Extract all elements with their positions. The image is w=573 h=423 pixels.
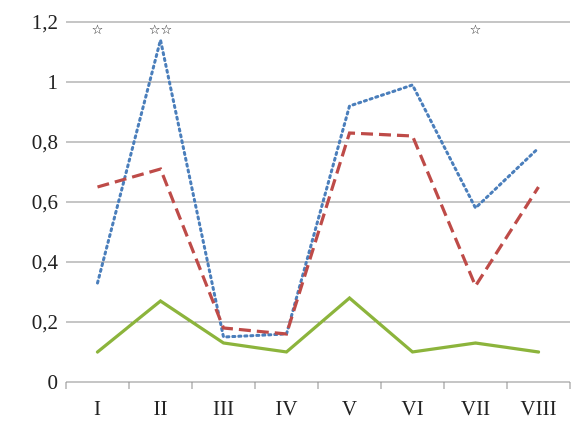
y-tick-label: 0,4 bbox=[32, 250, 59, 274]
series-line-2 bbox=[97, 131, 540, 336]
x-tick-label: VI bbox=[401, 396, 423, 420]
y-tick-label: 1,2 bbox=[32, 10, 58, 34]
x-tick-label: VIII bbox=[520, 396, 556, 420]
significance-marker: ☆ bbox=[92, 23, 104, 38]
x-tick-label: I bbox=[94, 396, 101, 420]
axes bbox=[65, 381, 571, 389]
y-tick-label: 0 bbox=[48, 370, 59, 394]
x-tick-label: III bbox=[213, 396, 234, 420]
y-tick-label: 0,6 bbox=[32, 190, 58, 214]
y-tick-label: 0,2 bbox=[32, 310, 58, 334]
series-line-3 bbox=[95, 295, 541, 354]
x-tick-label: VII bbox=[461, 396, 490, 420]
x-tick-label: II bbox=[154, 396, 168, 420]
significance-marker: ☆☆ bbox=[149, 23, 172, 38]
significance-marker: ☆ bbox=[470, 23, 482, 38]
gridlines bbox=[66, 21, 570, 323]
x-tick-label: V bbox=[342, 396, 357, 420]
series-line-1 bbox=[96, 39, 540, 339]
significance-markers: ☆ ☆☆ ☆ bbox=[92, 23, 482, 38]
y-tick-label: 0,8 bbox=[32, 130, 58, 154]
x-tick-label: IV bbox=[275, 396, 297, 420]
y-tick-label: 1 bbox=[48, 70, 59, 94]
tick-labels: 00,20,40,60,811,2I II III IV V VI VII VIII bbox=[32, 10, 557, 420]
series-lines bbox=[95, 39, 541, 354]
